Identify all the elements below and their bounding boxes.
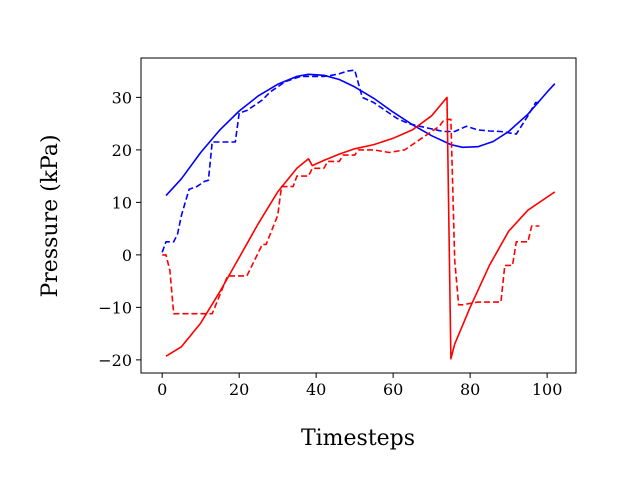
y-tick-label: 10 <box>112 193 132 212</box>
y-tick-label: −20 <box>98 351 132 370</box>
y-tick-label: 30 <box>112 88 132 107</box>
y-tick-label: 0 <box>122 246 132 265</box>
y-axis-label: Pressure (kPa) <box>38 134 63 297</box>
ticks-layer: 0 20 40 60 80 100 −20 −10 0 10 20 30 <box>98 88 562 399</box>
x-tick-label: 100 <box>532 380 563 399</box>
series-line-1 <box>161 69 540 253</box>
x-tick-label: 0 <box>157 380 167 399</box>
y-tick-label: 20 <box>112 141 132 160</box>
x-tick-label: 20 <box>229 380 249 399</box>
series-line-2 <box>165 96 556 360</box>
y-tick-label: −10 <box>98 298 132 317</box>
x-axis-label: Timesteps <box>301 426 415 451</box>
series-layer <box>161 69 556 360</box>
x-tick-label: 60 <box>383 380 403 399</box>
x-tick-label: 80 <box>460 380 480 399</box>
plot-frame <box>140 57 577 374</box>
series-line-3 <box>162 118 540 315</box>
x-tick-label: 40 <box>306 380 326 399</box>
series-line-0 <box>165 73 556 197</box>
